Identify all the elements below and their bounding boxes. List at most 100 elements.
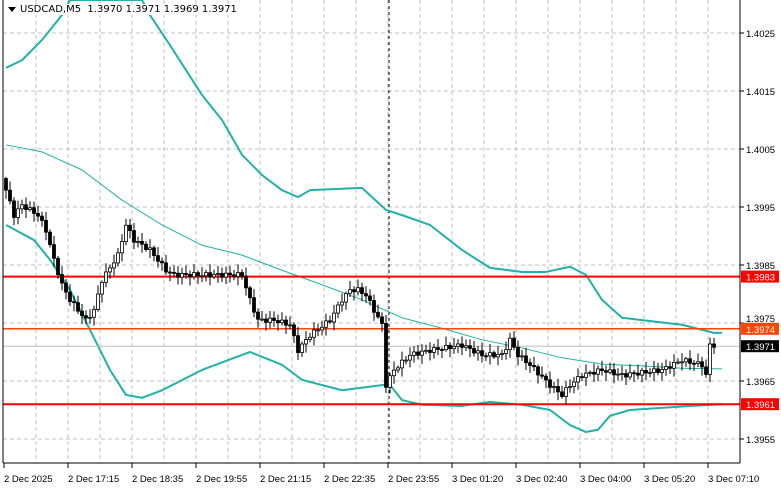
bull-candle bbox=[104, 271, 108, 283]
bull-candle bbox=[412, 351, 416, 356]
bear-candle bbox=[220, 273, 224, 278]
bear-candle bbox=[668, 366, 672, 369]
bear-candle bbox=[296, 335, 300, 353]
bear-candle bbox=[548, 379, 552, 388]
level-price-label: 1.3961 bbox=[746, 400, 775, 411]
bull-candle bbox=[316, 329, 320, 332]
x-tick-label: 2 Dec 22:35 bbox=[324, 474, 375, 485]
bull-candle bbox=[288, 324, 292, 327]
bull-candle bbox=[312, 329, 316, 338]
x-tick-label: 3 Dec 05:20 bbox=[644, 474, 695, 485]
bear-candle bbox=[8, 189, 12, 202]
bear-candle bbox=[32, 207, 36, 214]
bear-candle bbox=[704, 366, 708, 375]
bull-candle bbox=[444, 344, 448, 351]
bull-candle bbox=[552, 386, 556, 388]
bear-candle bbox=[156, 255, 160, 262]
bollinger-upper-band bbox=[5, 0, 722, 334]
bear-candle bbox=[612, 369, 616, 376]
level-price-tag bbox=[741, 270, 779, 283]
bull-candle bbox=[108, 267, 112, 273]
bull-candle bbox=[92, 309, 96, 318]
bear-candle bbox=[688, 358, 692, 364]
y-tick-label: 1.4005 bbox=[746, 145, 775, 156]
bull-candle bbox=[500, 353, 504, 355]
bear-candle bbox=[228, 272, 232, 276]
bull-candle bbox=[488, 352, 492, 357]
bull-candle bbox=[124, 224, 128, 243]
bear-candle bbox=[160, 260, 164, 264]
bear-candle bbox=[512, 337, 516, 348]
bull-candle bbox=[432, 347, 436, 353]
bull-candle bbox=[408, 354, 412, 361]
level-price-tag bbox=[741, 322, 779, 335]
bear-candle bbox=[636, 372, 640, 376]
bull-candle bbox=[212, 273, 216, 278]
bull-candle bbox=[696, 361, 700, 364]
bear-candle bbox=[460, 343, 464, 348]
bull-candle bbox=[396, 367, 400, 371]
grid bbox=[3, 0, 740, 463]
candles bbox=[4, 176, 716, 406]
bull-candle bbox=[20, 204, 24, 210]
bull-candle bbox=[628, 372, 632, 378]
bull-candle bbox=[308, 336, 312, 340]
bull-candle bbox=[16, 208, 20, 218]
bull-candle bbox=[180, 273, 184, 278]
bear-candle bbox=[692, 362, 696, 365]
x-tick-label: 2 Dec 23:55 bbox=[388, 474, 439, 485]
bear-candle bbox=[52, 244, 56, 259]
bear-candle bbox=[140, 241, 144, 245]
bear-candle bbox=[168, 271, 172, 274]
bull-candle bbox=[684, 358, 688, 363]
bear-candle bbox=[532, 365, 536, 368]
bear-candle bbox=[184, 273, 188, 275]
bear-candle bbox=[376, 311, 380, 318]
y-tick-label: 1.3965 bbox=[746, 377, 775, 388]
bear-candle bbox=[40, 215, 44, 221]
dropdown-triangle-icon[interactable] bbox=[8, 6, 16, 12]
bear-candle bbox=[492, 352, 496, 358]
bear-candle bbox=[480, 350, 484, 357]
bear-candle bbox=[384, 323, 388, 388]
bull-candle bbox=[148, 247, 152, 251]
bull-candle bbox=[504, 349, 508, 354]
bear-candle bbox=[188, 274, 192, 278]
x-tick-label: 2 Dec 18:35 bbox=[132, 474, 183, 485]
bear-candle bbox=[24, 204, 28, 211]
bull-candle bbox=[400, 359, 404, 369]
bear-candle bbox=[208, 272, 212, 278]
bear-candle bbox=[632, 372, 636, 375]
bear-candle bbox=[76, 302, 80, 312]
bear-candle bbox=[276, 320, 280, 324]
bull-candle bbox=[420, 350, 424, 356]
bollinger-middle-band bbox=[5, 144, 723, 370]
bull-candle bbox=[616, 373, 620, 376]
bear-candle bbox=[72, 301, 76, 304]
x-tick-label: 3 Dec 07:10 bbox=[708, 474, 759, 485]
bull-candle bbox=[672, 361, 676, 369]
x-tick-label: 3 Dec 01:20 bbox=[452, 474, 503, 485]
bear-candle bbox=[712, 343, 716, 348]
y-tick-label: 1.4015 bbox=[746, 87, 775, 98]
bear-candle bbox=[440, 349, 444, 351]
bull-candle bbox=[216, 273, 220, 275]
bull-candle bbox=[236, 272, 240, 277]
bull-candle bbox=[476, 350, 480, 354]
bull-candle bbox=[388, 375, 392, 388]
bear-candle bbox=[264, 318, 268, 323]
level-price-tag bbox=[741, 398, 779, 411]
bear-candle bbox=[12, 200, 16, 218]
bull-candle bbox=[320, 326, 324, 331]
bear-candle bbox=[484, 355, 488, 358]
bull-candle bbox=[596, 368, 600, 375]
bull-candle bbox=[260, 318, 264, 321]
bear-candle bbox=[380, 316, 384, 324]
bull-candle bbox=[640, 369, 644, 376]
bull-candle bbox=[392, 369, 396, 377]
bear-candle bbox=[352, 289, 356, 293]
bull-candle bbox=[564, 387, 568, 397]
bear-candle bbox=[292, 324, 296, 337]
